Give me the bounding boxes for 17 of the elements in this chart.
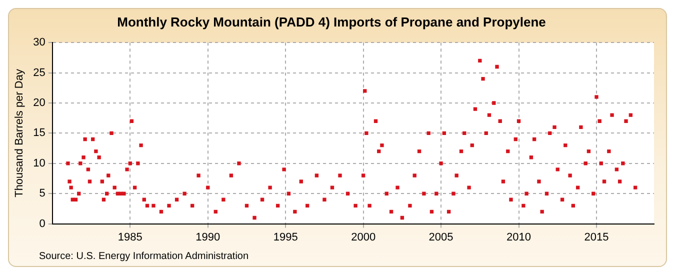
x-tick-label: 2015 <box>584 231 609 244</box>
y-tick-label: 0 <box>39 218 46 230</box>
x-tick-label: 2005 <box>428 231 454 244</box>
x-tick-label: 1990 <box>196 231 220 244</box>
y-tick-label: 10 <box>33 157 46 170</box>
y-axis-title: Thousand Barrels per Day <box>14 68 26 198</box>
y-tick-label: 5 <box>39 188 46 200</box>
chart-title: Monthly Rocky Mountain (PADD 4) Imports of Propane and Propylene <box>117 14 546 30</box>
y-tick-label: 20 <box>33 97 46 110</box>
x-tick-label: 2000 <box>351 231 376 244</box>
y-tick-label: 25 <box>33 66 46 79</box>
x-tick-label: 1985 <box>118 231 142 244</box>
y-tick-label: 15 <box>33 127 46 140</box>
y-tick-label: 30 <box>33 36 46 49</box>
source-note: Source: U.S. Energy Information Administration <box>39 251 249 262</box>
x-tick-label: 1995 <box>273 231 298 244</box>
x-tick-label: 2010 <box>506 231 532 244</box>
